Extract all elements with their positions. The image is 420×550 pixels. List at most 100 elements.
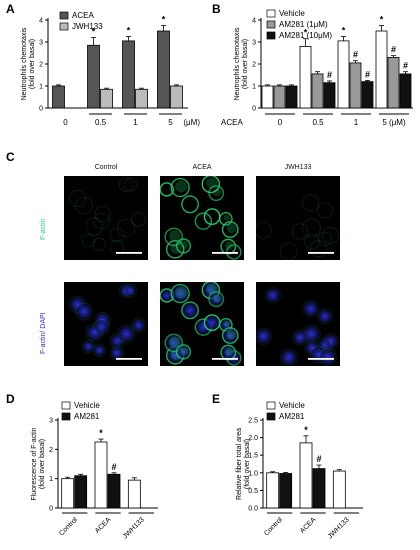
nucleus — [318, 339, 331, 351]
panel-label-b: B — [212, 2, 221, 16]
bar — [135, 88, 148, 109]
y-axis-label-line: Fluorescence of F-actin — [31, 427, 38, 500]
legend-label: Vehicle — [279, 9, 305, 18]
panel-label-a: A — [6, 2, 15, 16]
legend-swatch — [59, 11, 69, 20]
scale-bar — [116, 358, 142, 360]
cell-outline — [317, 231, 332, 247]
cell-outline — [221, 327, 239, 344]
y-tick-label: 0 — [49, 506, 53, 513]
legend-label: AM281 (10μM) — [279, 31, 332, 40]
actin-patch — [175, 286, 188, 299]
y-tick-label: 2.5 — [248, 418, 258, 425]
nucleus — [94, 320, 109, 334]
nucleus — [222, 346, 235, 359]
bar — [107, 473, 121, 509]
significance-label: * — [92, 27, 96, 37]
y-tick-label: 4 — [39, 18, 43, 25]
legend-label: Vehicle — [279, 401, 305, 410]
bar — [74, 475, 88, 509]
actin-patch — [226, 329, 236, 340]
cell-outline — [226, 244, 242, 260]
y-tick-label: 2 — [39, 62, 43, 69]
cell-outline — [93, 212, 110, 230]
significance-label: # — [327, 70, 332, 80]
cell-outline — [123, 178, 137, 192]
actin-patch — [212, 293, 222, 303]
legend-swatch — [61, 401, 71, 410]
y-tick-label: 2 — [49, 447, 53, 454]
bar — [273, 85, 286, 109]
micro-image-acea-merge — [160, 282, 244, 366]
cell-outline — [181, 195, 199, 214]
actin-patch — [223, 320, 230, 327]
significance-label: # — [353, 50, 358, 60]
cell-outline — [175, 344, 192, 360]
cell-outline — [208, 291, 225, 308]
nucleus — [223, 328, 237, 343]
nucleus — [293, 330, 307, 345]
nucleus — [125, 285, 136, 296]
legend-label: AM281 — [279, 412, 305, 421]
cell-outline — [75, 302, 93, 321]
nucleus — [318, 309, 332, 323]
nucleus — [256, 328, 271, 344]
bar — [122, 40, 135, 109]
bar — [299, 46, 312, 109]
actin-patch — [180, 240, 189, 249]
actin-patch — [226, 223, 236, 234]
significance-label: # — [316, 454, 321, 464]
cell-outline — [85, 217, 104, 236]
micro-image-control-merge — [64, 282, 148, 366]
y-axis-label-line: (fold over basal) — [29, 39, 36, 89]
y-tick-label: 2.0 — [248, 435, 258, 442]
nucleus — [205, 315, 219, 330]
cell-outline — [75, 196, 93, 215]
x-tick-label: Control — [263, 516, 284, 537]
cell-outline — [208, 185, 225, 202]
bar — [375, 30, 388, 109]
legend-label: ACEA — [72, 11, 94, 20]
bar — [361, 81, 374, 109]
cell-outline — [279, 242, 298, 260]
significance-label: # — [365, 70, 370, 80]
x-tick-label: Control — [58, 516, 79, 537]
y-tick-label: 1.0 — [248, 470, 258, 477]
legend-swatch — [59, 22, 69, 31]
x-tick-label: 0 — [63, 118, 68, 127]
bar — [399, 73, 412, 109]
nucleus — [132, 319, 145, 332]
legend-swatch — [266, 412, 276, 421]
cell-outline — [194, 212, 213, 230]
x-tick-label: 0.5 — [95, 118, 107, 127]
bar — [127, 479, 141, 509]
panel-label-c: C — [6, 150, 15, 164]
bar — [87, 44, 100, 109]
cell-outline — [118, 177, 134, 193]
bar — [332, 470, 346, 509]
cell-outline — [92, 343, 106, 357]
cell-outline — [279, 348, 298, 366]
cell-outline — [131, 318, 146, 333]
x-tick-label: JWH133 — [122, 516, 146, 540]
y-axis-label-line: (fold over basal) — [242, 39, 249, 89]
scale-bar — [308, 358, 334, 360]
cell-outline — [292, 223, 309, 240]
bar — [299, 442, 313, 509]
cell-outline — [264, 287, 281, 304]
y-tick-label: 1 — [49, 476, 53, 483]
nucleus — [110, 347, 123, 360]
scale-bar — [308, 252, 334, 254]
micro-col-title-control: Control — [94, 164, 118, 171]
cell-outline — [170, 283, 190, 304]
legend-swatch — [266, 9, 276, 18]
cell-outline — [117, 324, 136, 343]
legend-label: AM281 — [74, 412, 100, 421]
actin-patch — [180, 346, 189, 355]
cell-outline — [203, 208, 221, 226]
y-axis-label-line: Relative fiber total area — [236, 428, 243, 500]
y-tick-label: 1 — [39, 84, 43, 91]
cell-outline — [131, 212, 146, 227]
cell-outline — [175, 238, 192, 254]
legend-swatch — [266, 20, 276, 29]
